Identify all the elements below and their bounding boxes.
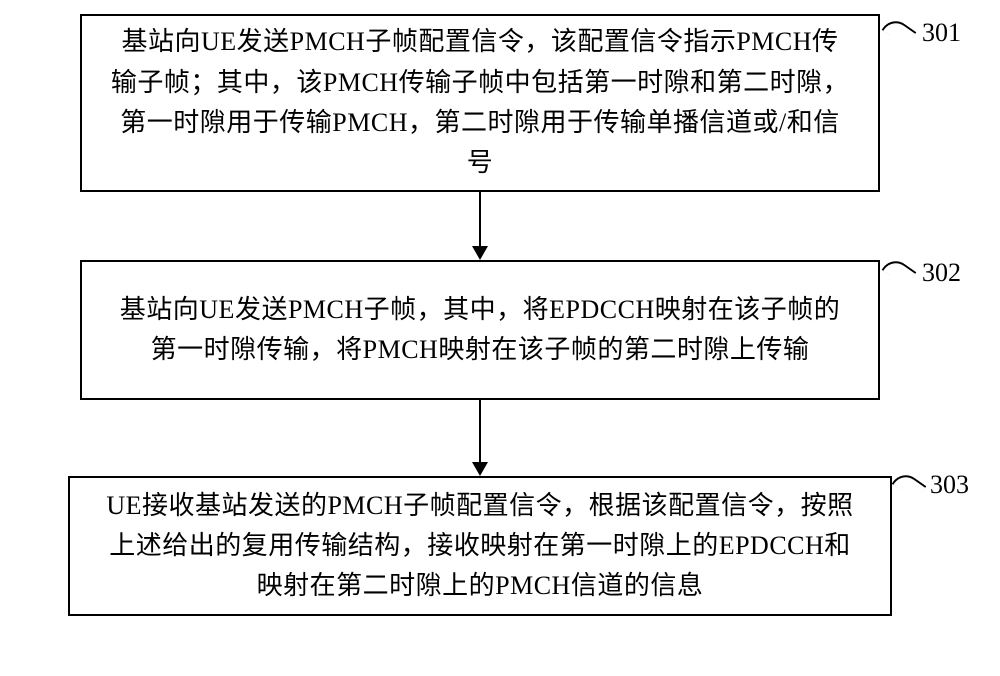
arrow-1-2-line — [479, 192, 481, 246]
arrow-2-3-head — [472, 462, 488, 476]
flow-step-3: UE接收基站发送的PMCH子帧配置信令，根据该配置信令，按照上述给出的复用传输结… — [68, 476, 892, 616]
label-tick-3 — [892, 469, 927, 501]
label-tick-2 — [882, 255, 917, 287]
label-tick-1 — [882, 15, 917, 47]
flow-step-1-label: 301 — [922, 18, 961, 48]
flow-step-2-label: 302 — [922, 258, 961, 288]
flow-step-3-label: 303 — [930, 470, 969, 500]
arrow-1-2-head — [472, 246, 488, 260]
flow-step-2-text: 基站向UE发送PMCH子帧，其中，将EPDCCH映射在该子帧的第一时隙传输，将P… — [110, 290, 850, 371]
flow-step-1: 基站向UE发送PMCH子帧配置信令，该配置信令指示PMCH传输子帧；其中，该PM… — [80, 14, 880, 192]
flow-step-2: 基站向UE发送PMCH子帧，其中，将EPDCCH映射在该子帧的第一时隙传输，将P… — [80, 260, 880, 400]
arrow-2-3-line — [479, 400, 481, 462]
flowchart-canvas: 基站向UE发送PMCH子帧配置信令，该配置信令指示PMCH传输子帧；其中，该PM… — [0, 0, 1000, 676]
flow-step-1-text: 基站向UE发送PMCH子帧配置信令，该配置信令指示PMCH传输子帧；其中，该PM… — [110, 22, 850, 183]
flow-step-3-text: UE接收基站发送的PMCH子帧配置信令，根据该配置信令，按照上述给出的复用传输结… — [98, 486, 862, 607]
